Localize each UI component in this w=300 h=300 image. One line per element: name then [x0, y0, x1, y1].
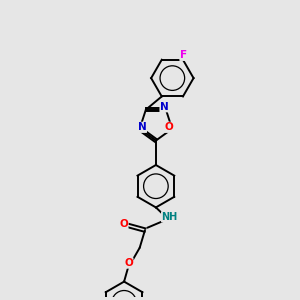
- Text: F: F: [180, 50, 187, 60]
- Text: N: N: [160, 102, 169, 112]
- Text: NH: NH: [162, 212, 178, 222]
- Text: O: O: [124, 258, 133, 268]
- Text: N: N: [138, 122, 146, 132]
- Text: O: O: [119, 219, 128, 229]
- Text: O: O: [165, 122, 174, 132]
